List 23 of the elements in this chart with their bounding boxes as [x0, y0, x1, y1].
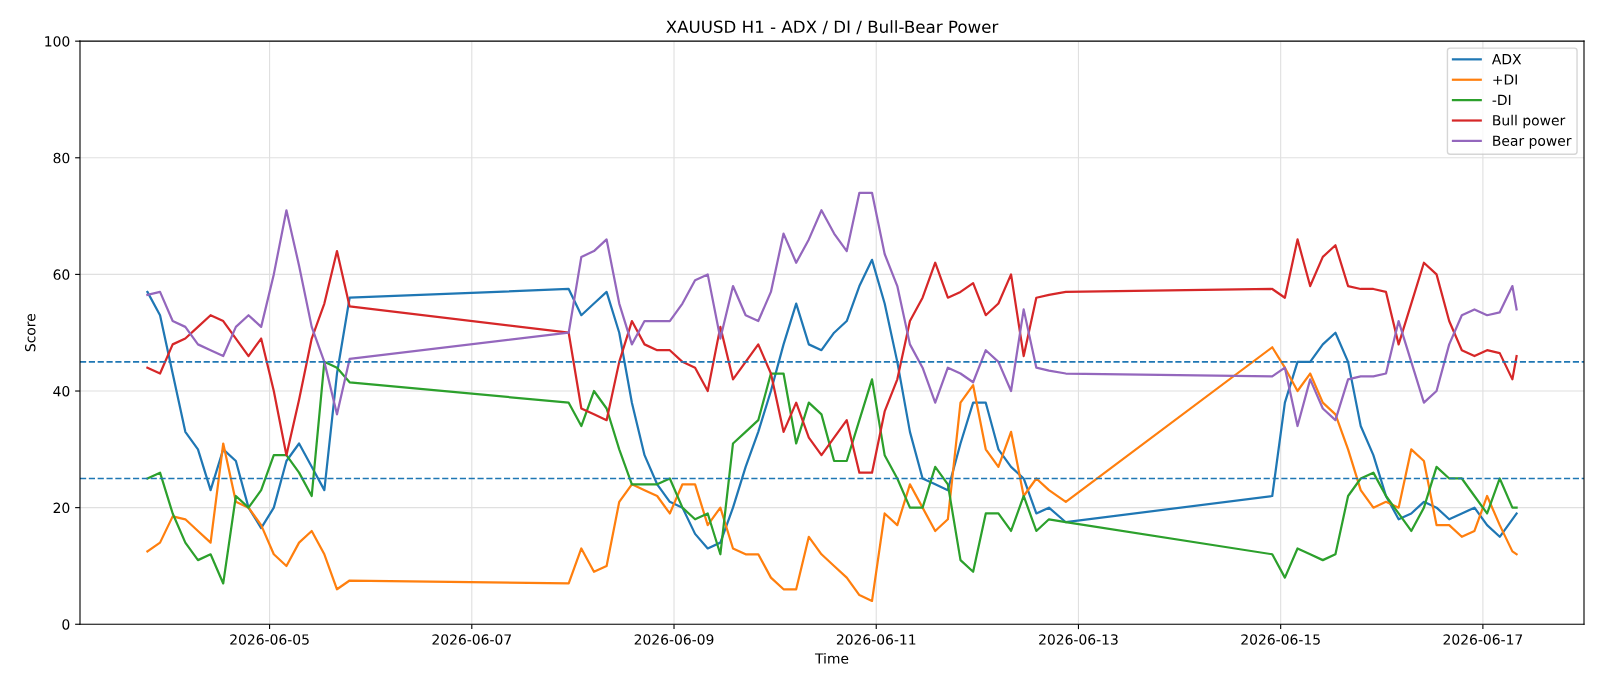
x-tick-label: 2026-06-15 — [1241, 634, 1320, 645]
x-tick-label: 2026-06-13 — [1039, 634, 1118, 645]
x-tick-label: 2026-06-07 — [432, 634, 511, 645]
legend-label: Bear power — [1493, 135, 1572, 149]
legend-label: +DI — [1493, 74, 1517, 85]
y-tick-label: 0 — [62, 619, 70, 630]
y-tick-label: 80 — [53, 152, 70, 164]
x-tick-label: 2026-06-09 — [634, 634, 714, 645]
line-series — [146, 191, 1518, 428]
y-axis-title: Score — [25, 314, 36, 352]
x-tick-label: 2026-06-17 — [1443, 634, 1523, 645]
x-axis-title: Time — [814, 652, 849, 664]
y-tick-label: 60 — [53, 269, 70, 280]
y-tick-label: 20 — [53, 502, 70, 514]
y-tick-label: 40 — [53, 385, 70, 397]
legend-label: ADX — [1491, 54, 1522, 65]
x-tick-label: 2026-06-11 — [836, 634, 916, 645]
legend-label: -DI — [1492, 94, 1511, 105]
line-series — [146, 238, 1518, 474]
chart-title: XAUUSD H1 - ADX / DI / Bull-Bear Power — [666, 20, 999, 35]
x-tick-label: 2026-06-05 — [230, 634, 309, 645]
legend-label: Bull power — [1493, 114, 1566, 129]
y-tick-label: 100 — [45, 36, 70, 47]
